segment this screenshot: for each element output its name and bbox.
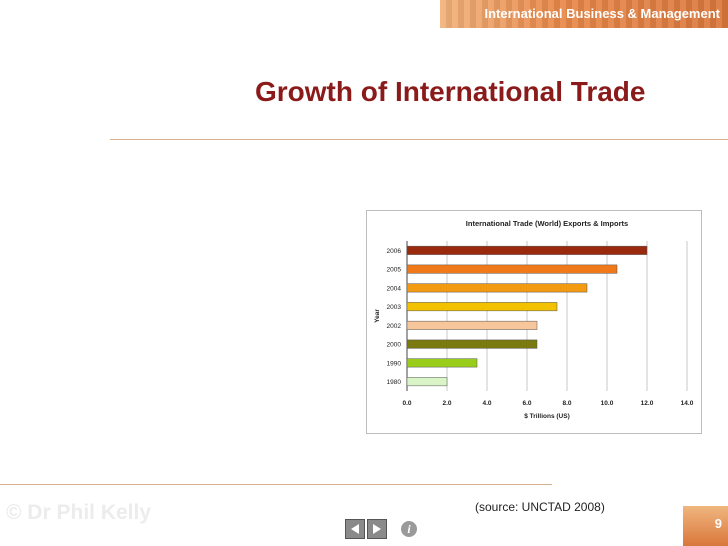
right-triangle-icon: [373, 524, 381, 534]
y-tick-label: 2003: [387, 304, 402, 311]
prev-slide-button[interactable]: [345, 519, 365, 539]
y-tick-label: 2000: [387, 342, 402, 349]
chart-title: International Trade (World) Exports & Im…: [466, 219, 628, 228]
course-title: International Business & Management: [484, 6, 721, 21]
corner-banner: 9: [683, 506, 728, 546]
bar: [406, 302, 558, 312]
x-tick-label: 12.0: [641, 400, 654, 407]
bar: [406, 320, 538, 330]
chart-frame: International Trade (World) Exports & Im…: [366, 210, 702, 434]
page-number: 9: [714, 516, 722, 531]
y-tick-label: 2004: [387, 285, 402, 292]
x-axis-label: $ Trillions (US): [524, 413, 570, 420]
x-tick-label: 10.0: [601, 400, 614, 407]
page-title: Growth of International Trade: [255, 76, 646, 107]
y-axis-label: Year: [374, 309, 381, 323]
y-tick-label: 2002: [387, 323, 402, 330]
bar: [406, 283, 588, 293]
info-icon[interactable]: i: [401, 521, 417, 537]
copyright-text: © Dr Phil Kelly: [6, 501, 152, 524]
x-tick-label: 14.0: [681, 400, 694, 407]
x-tick-label: 8.0: [562, 400, 571, 407]
bar: [406, 245, 648, 255]
source-note: (source: UNCTAD 2008): [475, 500, 605, 514]
bar: [406, 377, 448, 387]
bar-chart: International Trade (World) Exports & Im…: [374, 219, 694, 420]
next-slide-button[interactable]: [367, 519, 387, 539]
header-banner: International Business & Management: [440, 0, 728, 28]
x-tick-label: 0.0: [402, 400, 411, 407]
divider-bottom: [0, 484, 552, 485]
y-tick-label: 2005: [387, 267, 402, 274]
x-tick-label: 4.0: [482, 400, 491, 407]
bar: [406, 339, 538, 349]
bar: [406, 264, 618, 274]
y-tick-label: 1990: [387, 360, 402, 367]
x-tick-label: 6.0: [522, 400, 531, 407]
left-triangle-icon: [351, 524, 359, 534]
slide-navigation: i: [345, 519, 417, 539]
bar: [406, 358, 478, 368]
y-tick-label: 1980: [387, 379, 402, 386]
divider-top: [110, 139, 728, 140]
y-tick-label: 2006: [387, 248, 402, 255]
x-tick-label: 2.0: [442, 400, 451, 407]
